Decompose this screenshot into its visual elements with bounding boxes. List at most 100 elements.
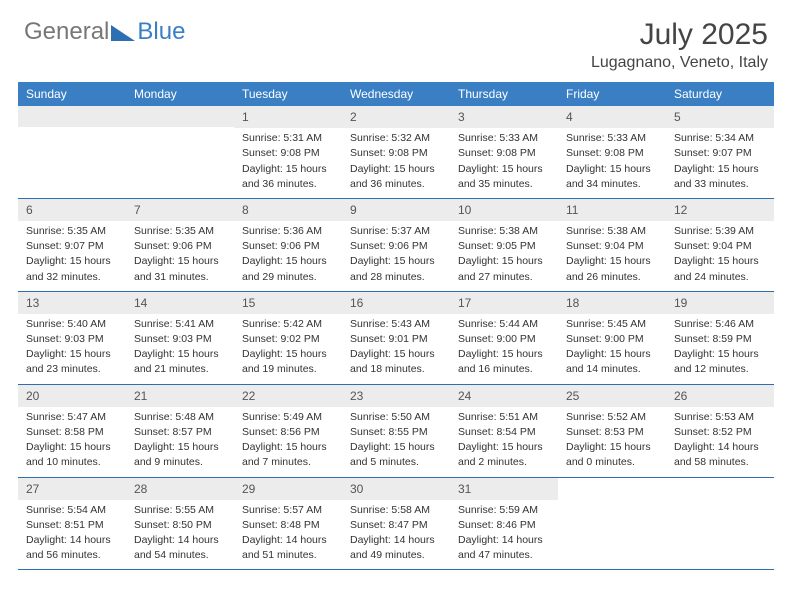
week-row: 13Sunrise: 5:40 AMSunset: 9:03 PMDayligh… <box>18 292 774 385</box>
sunset-text: Sunset: 8:52 PM <box>674 425 768 439</box>
dow-thu: Thursday <box>450 82 558 106</box>
day-cell: 2Sunrise: 5:32 AMSunset: 9:08 PMDaylight… <box>342 106 450 198</box>
day-body: Sunrise: 5:35 AMSunset: 9:07 PMDaylight:… <box>18 224 126 284</box>
day-number <box>666 478 774 499</box>
day-body: Sunrise: 5:49 AMSunset: 8:56 PMDaylight:… <box>234 410 342 470</box>
sunset-text: Sunset: 9:08 PM <box>458 146 552 160</box>
day-number: 4 <box>558 106 666 128</box>
daylight-text: Daylight: 15 hours <box>242 440 336 454</box>
sunrise-text: Sunrise: 5:41 AM <box>134 317 228 331</box>
daylight-text: Daylight: 15 hours <box>26 254 120 268</box>
daylight-text: and 21 minutes. <box>134 362 228 376</box>
day-body: Sunrise: 5:48 AMSunset: 8:57 PMDaylight:… <box>126 410 234 470</box>
daylight-text: Daylight: 15 hours <box>134 440 228 454</box>
dow-fri: Friday <box>558 82 666 106</box>
sunset-text: Sunset: 9:04 PM <box>566 239 660 253</box>
sunset-text: Sunset: 8:51 PM <box>26 518 120 532</box>
location: Lugagnano, Veneto, Italy <box>591 54 768 72</box>
day-body: Sunrise: 5:53 AMSunset: 8:52 PMDaylight:… <box>666 410 774 470</box>
day-number: 14 <box>126 292 234 314</box>
day-body: Sunrise: 5:36 AMSunset: 9:06 PMDaylight:… <box>234 224 342 284</box>
day-cell: 27Sunrise: 5:54 AMSunset: 8:51 PMDayligh… <box>18 478 126 570</box>
day-body: Sunrise: 5:46 AMSunset: 8:59 PMDaylight:… <box>666 317 774 377</box>
daylight-text: and 10 minutes. <box>26 455 120 469</box>
day-number: 22 <box>234 385 342 407</box>
sunrise-text: Sunrise: 5:33 AM <box>566 131 660 145</box>
sunset-text: Sunset: 9:03 PM <box>26 332 120 346</box>
sunrise-text: Sunrise: 5:43 AM <box>350 317 444 331</box>
day-number: 16 <box>342 292 450 314</box>
day-body: Sunrise: 5:58 AMSunset: 8:47 PMDaylight:… <box>342 503 450 563</box>
day-cell: 7Sunrise: 5:35 AMSunset: 9:06 PMDaylight… <box>126 199 234 291</box>
sunrise-text: Sunrise: 5:40 AM <box>26 317 120 331</box>
sunrise-text: Sunrise: 5:52 AM <box>566 410 660 424</box>
sunrise-text: Sunrise: 5:38 AM <box>458 224 552 238</box>
header: General Blue July 2025 Lugagnano, Veneto… <box>0 0 792 76</box>
daylight-text: Daylight: 15 hours <box>458 162 552 176</box>
sunset-text: Sunset: 8:47 PM <box>350 518 444 532</box>
daylight-text: and 33 minutes. <box>674 177 768 191</box>
daylight-text: and 14 minutes. <box>566 362 660 376</box>
day-body: Sunrise: 5:59 AMSunset: 8:46 PMDaylight:… <box>450 503 558 563</box>
daylight-text: Daylight: 15 hours <box>242 254 336 268</box>
daylight-text: Daylight: 14 hours <box>674 440 768 454</box>
daylight-text: and 49 minutes. <box>350 548 444 562</box>
day-number <box>126 106 234 127</box>
day-number: 15 <box>234 292 342 314</box>
sunrise-text: Sunrise: 5:33 AM <box>458 131 552 145</box>
sunrise-text: Sunrise: 5:53 AM <box>674 410 768 424</box>
day-body: Sunrise: 5:42 AMSunset: 9:02 PMDaylight:… <box>234 317 342 377</box>
day-cell: 15 Sunrise: 5:42 AMSunset: 9:02 PMDayligh… <box>234 292 342 384</box>
dow-wed: Wednesday <box>342 82 450 106</box>
sunrise-text: Sunrise: 5:50 AM <box>350 410 444 424</box>
sunset-text: Sunset: 9:08 PM <box>566 146 660 160</box>
sunset-text: Sunset: 8:46 PM <box>458 518 552 532</box>
sunrise-text: Sunrise: 5:44 AM <box>458 317 552 331</box>
day-body: Sunrise: 5:55 AMSunset: 8:50 PMDaylight:… <box>126 503 234 563</box>
sunrise-text: Sunrise: 5:51 AM <box>458 410 552 424</box>
dow-tue: Tuesday <box>234 82 342 106</box>
day-number: 8 <box>234 199 342 221</box>
week-row: 27Sunrise: 5:54 AMSunset: 8:51 PMDayligh… <box>18 478 774 571</box>
daylight-text: and 27 minutes. <box>458 270 552 284</box>
day-cell: 11Sunrise: 5:38 AMSunset: 9:04 PMDayligh… <box>558 199 666 291</box>
logo-text-2: Blue <box>137 18 185 46</box>
daylight-text: and 31 minutes. <box>134 270 228 284</box>
daylight-text: and 12 minutes. <box>674 362 768 376</box>
logo-text-1: General <box>24 18 109 46</box>
sunset-text: Sunset: 8:59 PM <box>674 332 768 346</box>
sunset-text: Sunset: 8:58 PM <box>26 425 120 439</box>
daylight-text: and 0 minutes. <box>566 455 660 469</box>
day-cell: 12Sunrise: 5:39 AMSunset: 9:04 PMDayligh… <box>666 199 774 291</box>
day-number: 10 <box>450 199 558 221</box>
day-cell: 29Sunrise: 5:57 AMSunset: 8:48 PMDayligh… <box>234 478 342 570</box>
day-cell: 14Sunrise: 5:41 AMSunset: 9:03 PMDayligh… <box>126 292 234 384</box>
day-cell <box>666 478 774 570</box>
sunset-text: Sunset: 8:53 PM <box>566 425 660 439</box>
daylight-text: Daylight: 15 hours <box>134 254 228 268</box>
day-number: 9 <box>342 199 450 221</box>
daylight-text: and 54 minutes. <box>134 548 228 562</box>
sunrise-text: Sunrise: 5:36 AM <box>242 224 336 238</box>
week-row: 6Sunrise: 5:35 AMSunset: 9:07 PMDaylight… <box>18 199 774 292</box>
day-number: 18 <box>558 292 666 314</box>
daylight-text: Daylight: 15 hours <box>674 162 768 176</box>
day-cell: 8 Sunrise: 5:36 AMSunset: 9:06 PMDaylight… <box>234 199 342 291</box>
daylight-text: and 47 minutes. <box>458 548 552 562</box>
day-number: 29 <box>234 478 342 500</box>
sunset-text: Sunset: 8:50 PM <box>134 518 228 532</box>
daylight-text: and 32 minutes. <box>26 270 120 284</box>
day-number: 7 <box>126 199 234 221</box>
day-number: 17 <box>450 292 558 314</box>
day-number: 28 <box>126 478 234 500</box>
daylight-text: and 34 minutes. <box>566 177 660 191</box>
day-number: 20 <box>18 385 126 407</box>
day-cell: 4Sunrise: 5:33 AMSunset: 9:08 PMDaylight… <box>558 106 666 198</box>
daylight-text: Daylight: 14 hours <box>134 533 228 547</box>
day-number: 30 <box>342 478 450 500</box>
daylight-text: and 28 minutes. <box>350 270 444 284</box>
day-body: Sunrise: 5:45 AMSunset: 9:00 PMDaylight:… <box>558 317 666 377</box>
day-body: Sunrise: 5:33 AMSunset: 9:08 PM Daylight:… <box>450 131 558 191</box>
sunset-text: Sunset: 9:06 PM <box>242 239 336 253</box>
day-cell: 30 Sunrise: 5:58 AMSunset: 8:47 PMDayligh… <box>342 478 450 570</box>
